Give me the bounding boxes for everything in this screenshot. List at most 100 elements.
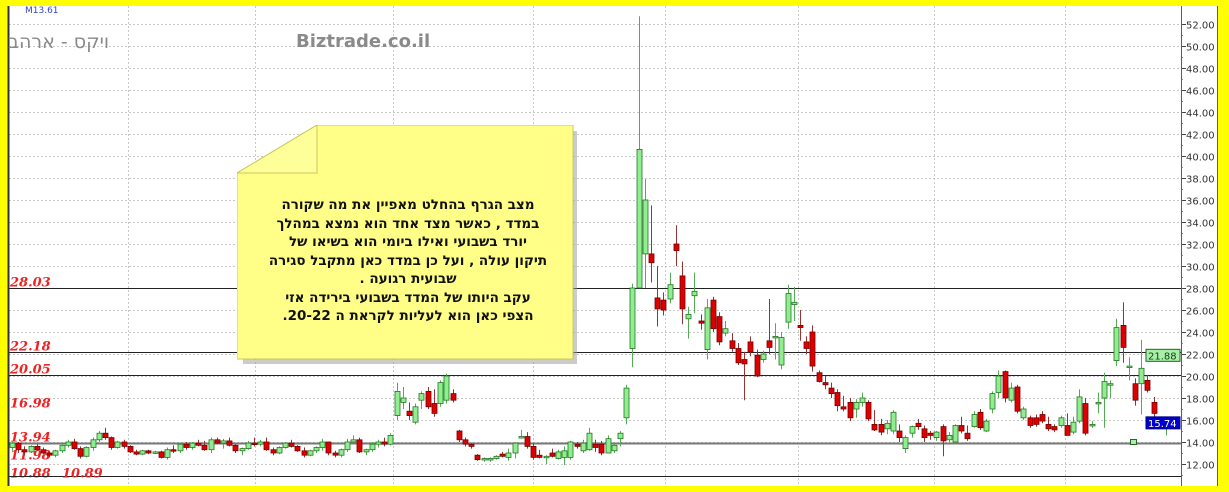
candle-up — [412, 406, 419, 423]
candle-up — [704, 307, 711, 350]
candle-down — [456, 430, 463, 441]
candle-down — [1039, 414, 1046, 422]
candle-down — [754, 354, 761, 377]
y-tick-label: 40.00 — [1186, 153, 1215, 164]
plot-area — [8, 6, 1181, 486]
candle-down — [896, 430, 903, 438]
candle-down — [158, 451, 165, 458]
y-axis-area — [1181, 6, 1217, 486]
candle-up — [617, 432, 624, 440]
candle-up — [933, 431, 940, 439]
y-axis: 12.00 14.00 16.00 18.00 20.00 22.00 24.00 26.00… — [1181, 21, 1215, 476]
candle-up — [909, 426, 916, 434]
candle-down — [716, 316, 723, 343]
candle-down — [263, 441, 270, 451]
candle-down — [592, 443, 599, 448]
candle-down — [679, 275, 686, 310]
candle-up — [952, 425, 959, 443]
candle-down — [809, 331, 816, 367]
candle-down — [425, 390, 432, 408]
candle-down — [654, 297, 661, 310]
level-label: 10.89 — [62, 467, 103, 482]
candle-down — [840, 406, 847, 410]
candle-up — [96, 432, 103, 441]
candle-down — [406, 410, 413, 417]
y-tick-label: 14.00 — [1186, 439, 1215, 450]
candle-up — [307, 450, 314, 456]
candle-down — [214, 439, 221, 444]
candle-down — [940, 426, 947, 442]
candle-up — [437, 382, 444, 404]
candle-down — [524, 436, 531, 447]
candle-up — [443, 375, 450, 401]
candle-down — [325, 441, 332, 454]
candle-down — [108, 437, 115, 448]
candle-down — [822, 382, 829, 386]
candle-down — [270, 449, 277, 454]
site-watermark: Biztrade.co.il — [296, 31, 431, 52]
level-label: 10.88 — [10, 467, 51, 482]
candle-down — [462, 439, 469, 445]
candle-down — [549, 452, 556, 457]
candle-up — [636, 148, 643, 289]
candle-up — [400, 397, 407, 403]
candle-up — [1020, 408, 1027, 419]
candle-up — [220, 440, 227, 444]
candle-up — [989, 393, 996, 410]
candle-down — [232, 444, 239, 452]
candle-up — [890, 411, 897, 432]
candle-down — [170, 449, 177, 452]
candle-up — [282, 442, 289, 448]
candle-up — [518, 436, 525, 439]
candle-down — [828, 387, 835, 395]
y-tick-label: 22.00 — [1186, 351, 1215, 362]
candle-up — [685, 313, 692, 320]
candle-up — [1008, 387, 1015, 401]
candle-down — [797, 324, 804, 328]
candle-up — [791, 301, 798, 305]
candle-down — [766, 340, 773, 348]
candle-down — [816, 372, 823, 382]
candle-down — [121, 441, 128, 447]
candle-down — [195, 442, 202, 446]
candle-up — [586, 432, 593, 451]
candle-down — [1051, 426, 1058, 431]
symbol-code: M13.61 — [25, 6, 59, 16]
candle-up — [995, 375, 1002, 393]
candle-down — [710, 299, 717, 330]
candle-down — [958, 425, 965, 432]
candle-up — [239, 448, 246, 452]
candle-up — [338, 449, 345, 456]
candle-up — [83, 447, 90, 457]
candle-down — [127, 445, 134, 453]
candle-up — [481, 458, 488, 461]
y-tick-label: 16.00 — [1186, 417, 1215, 428]
candle-up — [375, 441, 382, 445]
candle-down — [574, 443, 581, 447]
candles — [9, 16, 1170, 466]
candle-up — [1076, 396, 1083, 422]
y-tick-label: 34.00 — [1186, 219, 1215, 230]
candle-down — [499, 453, 506, 457]
candle-up — [1070, 421, 1077, 433]
candle-up — [902, 437, 909, 450]
candle-up — [369, 443, 376, 451]
candle-down — [698, 320, 705, 324]
candle-down — [251, 442, 258, 446]
candle-up — [1058, 417, 1065, 426]
candle-down — [747, 341, 754, 353]
candle-up — [1138, 367, 1145, 385]
candle-down — [921, 428, 928, 438]
candle-up — [971, 414, 978, 428]
price-tags: 21.88 15.74 — [1145, 348, 1181, 430]
candle-down — [40, 449, 47, 454]
level-label: 22.18 — [9, 340, 51, 355]
candle-down — [71, 441, 78, 449]
y-tick-label: 28.00 — [1186, 285, 1215, 296]
y-tick-label: 46.00 — [1186, 87, 1215, 98]
candle-down — [598, 443, 605, 454]
candle-up — [387, 434, 394, 445]
candle-down — [450, 393, 457, 401]
candle-down — [34, 445, 41, 451]
y-tick-label: 42.00 — [1186, 131, 1215, 142]
